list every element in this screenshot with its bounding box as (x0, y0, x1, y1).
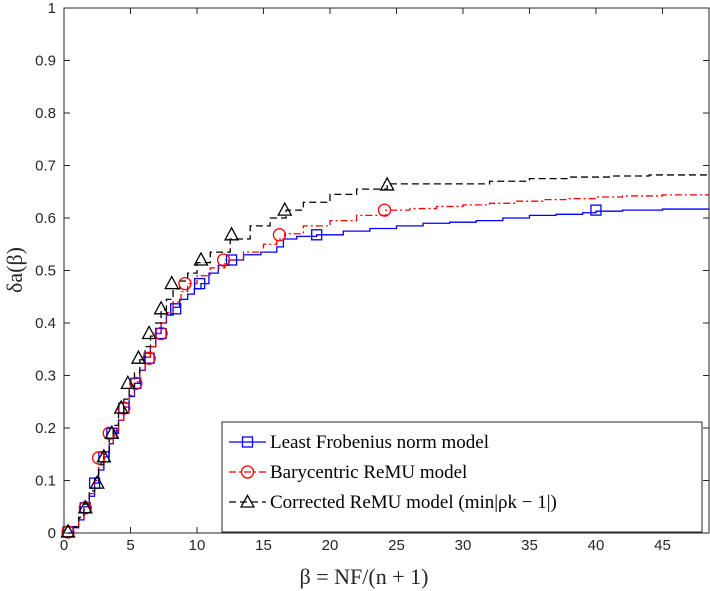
series-layer (60, 174, 710, 539)
data-point-circle (272, 228, 287, 242)
data-point-circle (129, 376, 143, 391)
data-point-triangle (77, 499, 93, 514)
x-tick-label: 5 (126, 537, 134, 554)
data-point-square (143, 352, 155, 364)
data-point-triangle (113, 399, 129, 414)
data-point-circle (142, 351, 156, 365)
y-tick-label: 1 (48, 0, 56, 17)
legend: Least Frobenius norm model Barycentric R… (221, 421, 703, 533)
data-point-circle (91, 451, 106, 465)
data-point-square (155, 327, 167, 340)
x-tick-label: 35 (521, 537, 538, 554)
data-point-triangle (120, 375, 136, 390)
y-tick-label: 0.3 (35, 368, 56, 385)
y-tick-label: 0.8 (35, 105, 56, 122)
series-line-2 (67, 174, 710, 534)
data-point-square (130, 377, 142, 390)
y-axis-label: δa(β) (2, 247, 27, 293)
data-point-triangle (130, 349, 147, 364)
legend-label-bary: Barycentric ReMU model (270, 462, 467, 483)
x-axis-label: β = NF/(n + 1) (300, 564, 429, 589)
x-tick-label: 30 (455, 537, 472, 554)
y-tick-label: 0.6 (35, 210, 56, 227)
data-point-circle (178, 276, 192, 291)
x-tick-label: 0 (60, 537, 68, 554)
data-point-triangle (223, 226, 240, 241)
data-point-triangle (379, 176, 395, 191)
data-point-square (311, 229, 323, 241)
x-tick-label: 40 (588, 537, 605, 554)
data-point-square (225, 254, 238, 266)
legend-label-corrected: Corrected ReMU model (min|ρk − 1|) (270, 492, 557, 513)
legend-marker-triangle-icon (239, 494, 256, 508)
x-tick-label: 45 (654, 537, 671, 554)
legend-box (221, 421, 703, 533)
data-point-triangle (104, 424, 120, 439)
y-tick-label: 0.4 (35, 315, 56, 332)
series-line-1 (67, 194, 710, 534)
data-point-triangle (277, 201, 293, 216)
data-point-triangle (193, 251, 209, 266)
y-tick-label: 0.1 (35, 473, 56, 490)
y-tick-label: 0.7 (35, 158, 56, 175)
data-point-square (193, 277, 206, 290)
legend-marker-square-icon (241, 436, 254, 448)
data-point-square (590, 204, 602, 216)
plot-frame (63, 7, 710, 534)
x-tick-label: 15 (255, 537, 272, 554)
data-point-circle (216, 253, 231, 267)
data-point-circle (377, 203, 392, 217)
y-tick-label: 0.2 (35, 420, 56, 437)
data-point-triangle (89, 474, 105, 489)
y-tick-label: 0 (48, 525, 56, 542)
y-tick-label: 0.9 (35, 53, 56, 70)
y-tick-label: 0.5 (35, 263, 56, 280)
axis-ticks: 0 5 10 15 20 25 30 35 40 45 0 0.1 0.2 0.3 0.4 0.5 0.6 0.7… (35, 0, 709, 554)
data-point-circle (154, 326, 168, 341)
legend-label-lfn: Least Frobenius norm model (270, 432, 489, 453)
x-tick-label: 10 (189, 537, 206, 554)
x-tick-label: 20 (322, 537, 339, 554)
data-point-square (170, 303, 182, 315)
legend-marker-circle-icon (240, 465, 255, 479)
x-tick-label: 25 (388, 537, 405, 554)
data-point-triangle (153, 300, 169, 315)
data-point-triangle (60, 523, 76, 538)
data-point-triangle (164, 275, 180, 290)
data-point-triangle (96, 448, 112, 463)
data-point-triangle (141, 325, 157, 340)
